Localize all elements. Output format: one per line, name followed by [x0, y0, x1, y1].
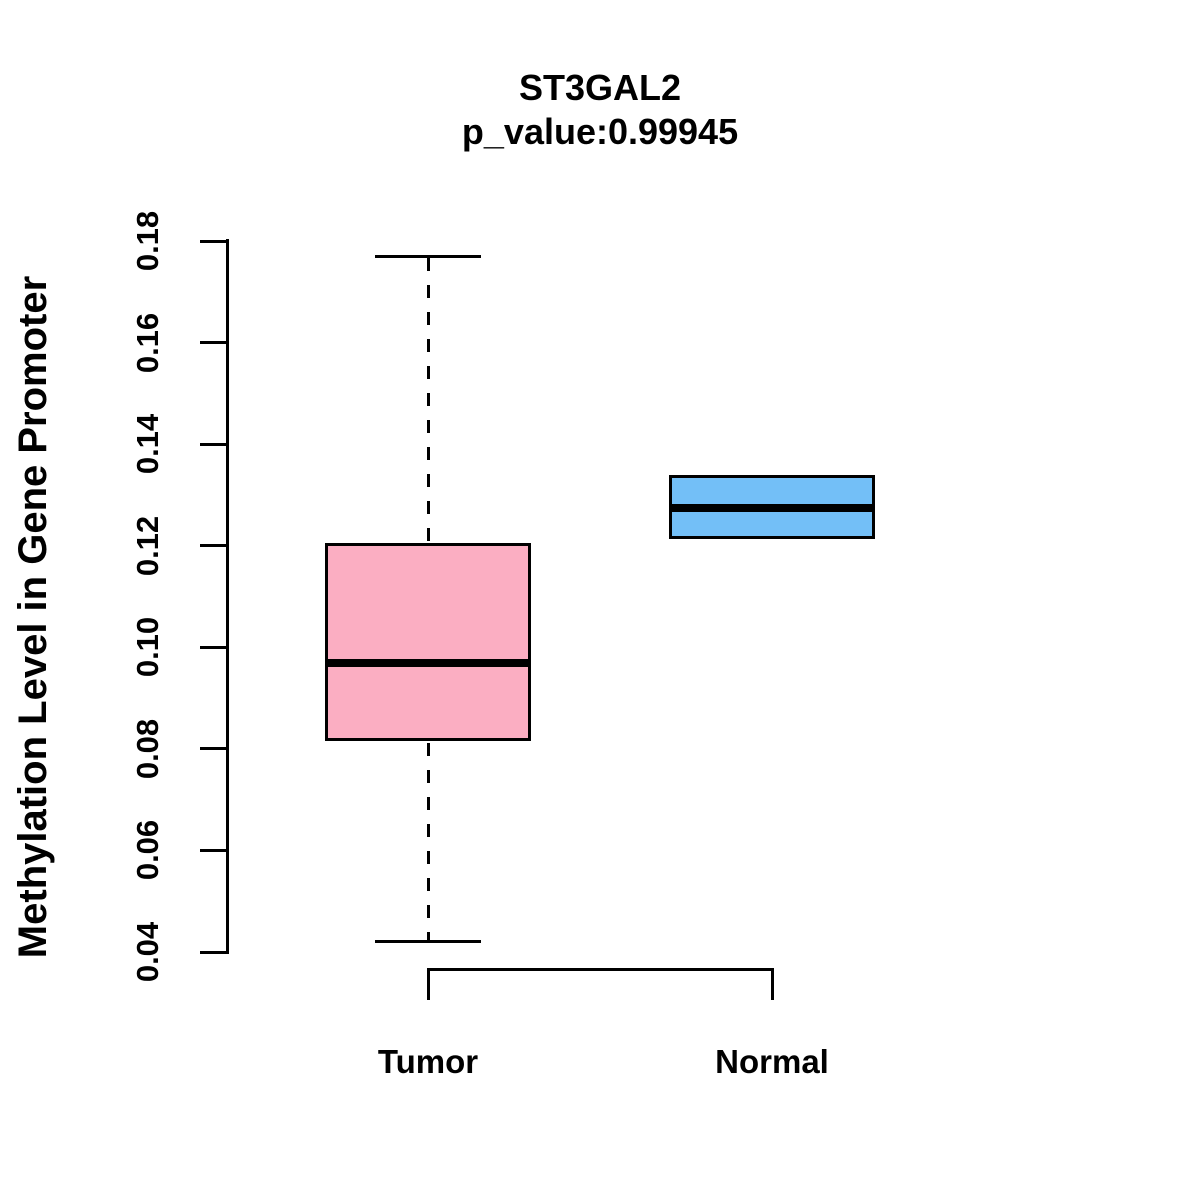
whisker-cap-lower-tumor [375, 940, 481, 944]
whisker-upper-tumor [426, 258, 430, 544]
x-label-tumor: Tumor [377, 1043, 479, 1080]
y-tick [200, 747, 228, 751]
x-tick [426, 968, 430, 1000]
y-tick [200, 950, 228, 954]
y-tick [200, 645, 228, 649]
whisker-lower-tumor [426, 743, 430, 942]
y-tick-label: 0.04 [130, 921, 165, 983]
box-tumor [325, 543, 531, 742]
y-tick [200, 239, 228, 243]
chart-subtitle: p_value:0.99945 [461, 111, 739, 152]
median-line-normal [669, 504, 875, 513]
y-tick-label: 0.18 [130, 210, 165, 272]
chart-title-block: ST3GAL2 p_value:0.99945 [0, 66, 1200, 154]
x-label-normal: Normal [715, 1043, 829, 1080]
x-axis-line [426, 968, 774, 971]
median-line-tumor [325, 658, 531, 667]
y-tick [200, 544, 228, 548]
x-tick [770, 968, 774, 1000]
y-tick [200, 442, 228, 446]
whisker-cap-upper-tumor [375, 254, 481, 258]
y-tick [200, 341, 228, 345]
y-axis-line [226, 239, 229, 954]
y-tick [200, 848, 228, 852]
chart-title: ST3GAL2 [518, 67, 682, 108]
